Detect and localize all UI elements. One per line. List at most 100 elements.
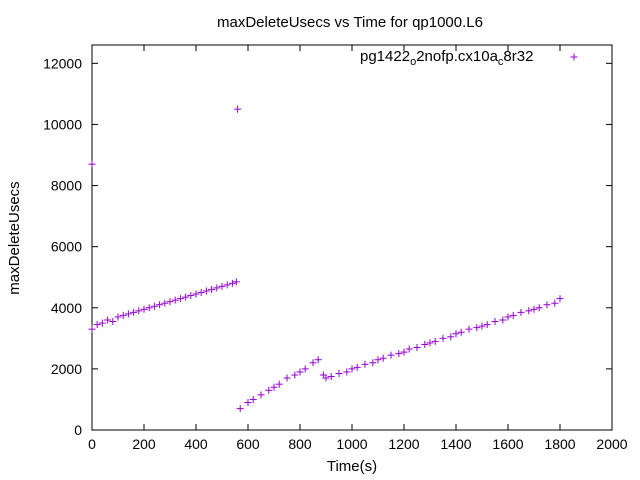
data-point-0-4	[104, 316, 112, 324]
legend-label-base: pg1422	[360, 48, 410, 65]
data-point-0-28	[228, 279, 236, 287]
data-point-0-34	[257, 391, 265, 399]
data-point-0-74	[509, 311, 517, 319]
data-point-0-52	[369, 359, 377, 367]
data-point-0-62	[431, 337, 439, 345]
data-point-0-3	[98, 319, 106, 327]
data-point-0-81	[556, 295, 564, 303]
data-point-0-58	[405, 345, 413, 353]
data-point-0-60	[421, 340, 429, 348]
data-points	[88, 105, 564, 413]
data-point-0-2	[93, 321, 101, 329]
data-point-0-7	[119, 311, 127, 319]
data-point-0-26	[218, 282, 226, 290]
data-point-0-57	[400, 348, 408, 356]
y-tick-label-0: 0	[74, 422, 82, 438]
data-point-0-80	[551, 299, 559, 307]
y-tick-label-1: 2000	[51, 361, 82, 377]
data-point-0-24	[208, 285, 216, 293]
data-point-0-20	[187, 292, 195, 300]
data-point-0-59	[413, 344, 421, 351]
chart-title: maxDeleteUsecs vs Time for qp1000.L6	[217, 14, 483, 31]
data-point-0-12	[145, 304, 153, 312]
data-point-0-75	[517, 308, 525, 316]
legend-label-tail: 8r32	[503, 48, 533, 65]
data-point-0-19	[182, 293, 190, 301]
x-tick-label-3: 600	[236, 436, 260, 452]
data-point-0-67	[465, 325, 473, 333]
legend-label-mid: 2nofp.cx10a	[416, 48, 498, 65]
data-point-0-41	[301, 365, 309, 373]
legend-marker	[570, 53, 578, 61]
data-point-0-42	[309, 359, 317, 367]
data-point-0-5	[109, 318, 117, 326]
data-point-0-48	[343, 368, 351, 376]
x-tick-label-5: 1000	[336, 436, 367, 452]
x-tick-label-9: 1800	[544, 436, 575, 452]
legend-label-sub1: o	[410, 56, 416, 68]
data-point-0-38	[283, 374, 291, 382]
data-point-0-71	[491, 318, 499, 326]
data-point-0-37	[275, 380, 283, 388]
data-point-0-63	[439, 334, 447, 342]
x-axis-label: Time(s)	[327, 458, 377, 475]
data-point-0-66	[457, 328, 465, 336]
data-point-0-43	[314, 356, 322, 364]
y-axis-label: maxDeleteUsecs	[6, 181, 23, 294]
y-tick-label-3: 6000	[51, 239, 82, 255]
data-point-0-11	[140, 305, 148, 313]
data-point-0-16	[166, 298, 174, 306]
legend-plus-marker	[570, 53, 578, 61]
y-axis: 0 2000 4000 6000 8000 10000 12000	[43, 55, 612, 438]
x-tick-label-4: 800	[288, 436, 312, 452]
data-point-0-29	[232, 278, 240, 286]
data-point-0-15	[161, 299, 169, 307]
data-point-0-54	[379, 354, 387, 362]
data-point-0-72	[499, 316, 507, 324]
data-point-0-61	[426, 339, 434, 347]
data-point-0-53	[374, 356, 382, 364]
data-point-0-39	[291, 371, 299, 379]
data-point-0-14	[156, 301, 164, 309]
x-tick-label-6: 1200	[388, 436, 419, 452]
y-tick-label-2: 4000	[51, 300, 82, 316]
data-point-0-69	[478, 322, 486, 330]
data-point-0-31	[236, 405, 244, 413]
data-point-0-76	[525, 307, 533, 315]
data-point-0-40	[296, 368, 304, 376]
data-point-0-13	[150, 302, 158, 310]
x-tick-label-2: 400	[184, 436, 208, 452]
data-point-0-68	[473, 324, 481, 332]
data-point-0-55	[387, 351, 395, 359]
x-tick-label-10: 2000	[596, 436, 627, 452]
x-tick-label-1: 200	[132, 436, 156, 452]
data-point-0-1	[88, 325, 96, 333]
data-point-0-32	[244, 399, 252, 406]
data-point-0-21	[192, 290, 200, 298]
data-point-0-6	[114, 313, 122, 321]
data-point-0-18	[176, 295, 184, 303]
data-point-0-22	[197, 289, 205, 296]
legend-label: pg1422o2nofp.cx10ac8r32	[360, 48, 533, 68]
data-point-0-64	[447, 333, 455, 341]
y-tick-label-4: 8000	[51, 178, 82, 194]
data-point-0-47	[335, 369, 343, 377]
data-point-0-70	[483, 321, 491, 329]
x-tick-label-8: 1600	[492, 436, 523, 452]
data-point-0-56	[395, 350, 403, 358]
x-axis: 0 200 400 600 800 1000 1200 1400 1600 1800 2000	[88, 45, 628, 452]
data-point-0-46	[327, 373, 335, 381]
data-point-0-79	[543, 301, 551, 309]
data-point-0-45	[322, 374, 330, 382]
x-tick-label-7: 1400	[440, 436, 471, 452]
data-point-0-30	[234, 105, 242, 113]
data-point-0-77	[530, 305, 538, 313]
legend-label-sub2: c	[498, 56, 504, 68]
data-point-0-36	[270, 383, 278, 391]
data-point-0-35	[265, 386, 273, 394]
data-point-0-73	[504, 313, 512, 321]
x-tick-label-0: 0	[88, 436, 96, 452]
data-point-0-8	[124, 310, 132, 318]
data-point-0-9	[130, 308, 138, 316]
